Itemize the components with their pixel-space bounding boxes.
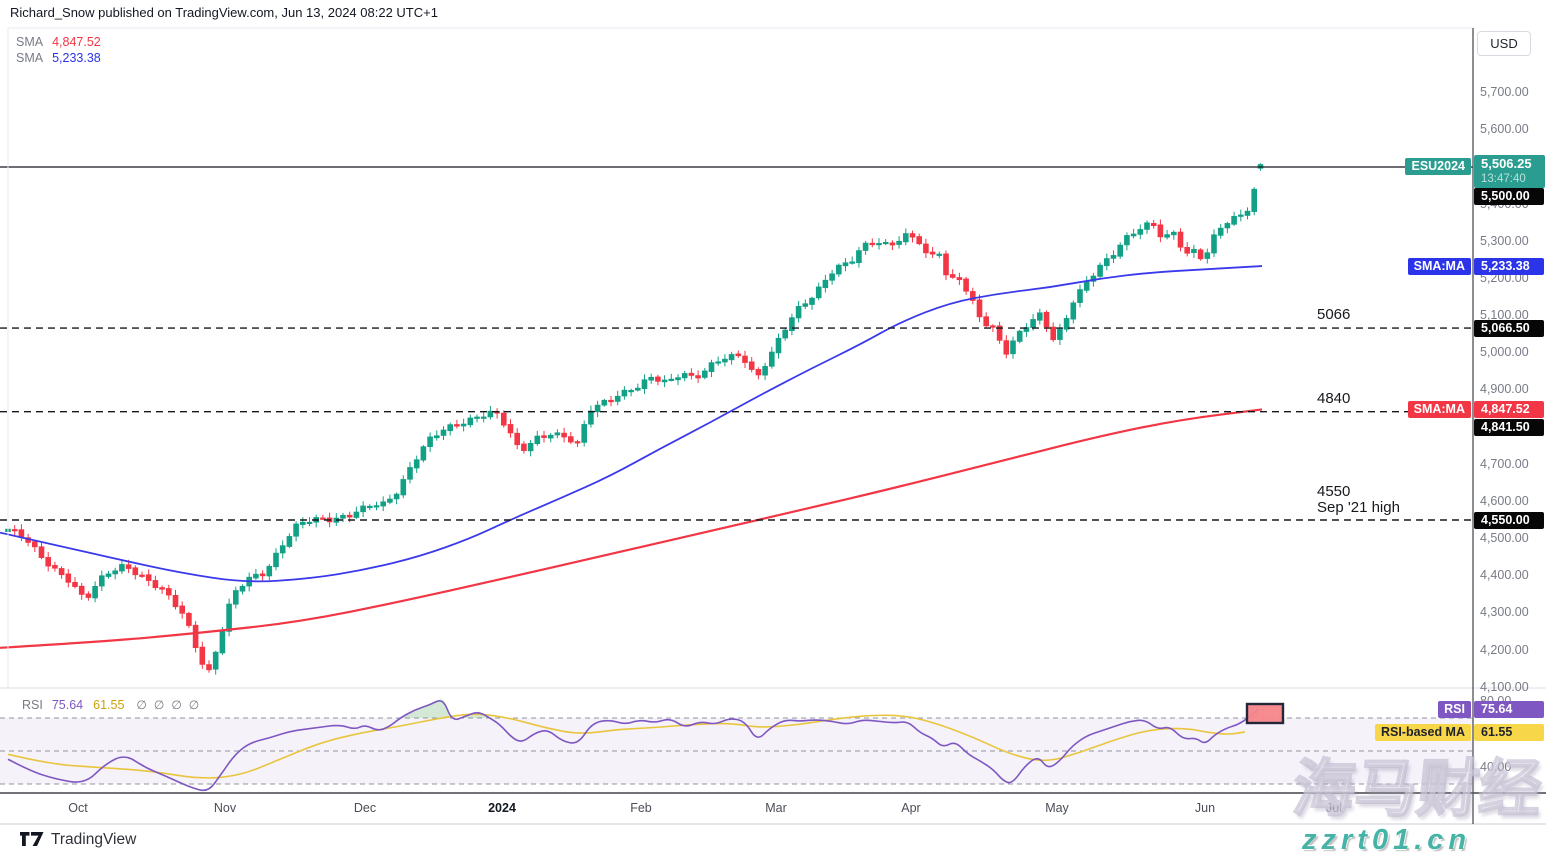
sma50-value: 5,233.38 bbox=[52, 51, 101, 65]
rsi-hidden-param-icon: ∅ bbox=[136, 698, 147, 712]
price-line-badge-5500: 5,500.00 bbox=[1474, 188, 1544, 205]
symbol-axis-label: ESU2024 bbox=[1405, 158, 1471, 175]
sma200-badge: 4,847.52 bbox=[1474, 401, 1544, 418]
price-axis-tick: 4,600.00 bbox=[1480, 493, 1529, 508]
price-axis-tick: 4,100.00 bbox=[1480, 679, 1529, 694]
watermark-url: zzrt01.cn bbox=[1302, 824, 1472, 856]
indicator-legend: SMA 4,847.52 SMA 5,233.38 bbox=[16, 34, 101, 66]
current-price: 5,506.25 bbox=[1481, 156, 1532, 171]
price-level-annotation[interactable]: 4550 bbox=[1317, 483, 1351, 500]
sma-200-line bbox=[0, 408, 1263, 649]
rsi-label: RSI bbox=[22, 698, 43, 712]
candlestick-layer-down bbox=[11, 219, 1204, 673]
rsi-hidden-params: ∅ ∅ ∅ ∅ bbox=[136, 698, 206, 712]
price-axis-tick: 4,700.00 bbox=[1480, 456, 1529, 471]
price-level-annotation-subtext: Sep '21 high bbox=[1317, 499, 1400, 516]
rsi-line bbox=[7, 699, 1260, 792]
sma50-badge: 5,233.38 bbox=[1474, 257, 1544, 275]
level-badge-4841: 4,841.50 bbox=[1474, 418, 1544, 436]
sma200-legend-row: SMA 4,847.52 bbox=[16, 34, 101, 50]
tradingview-brand-text: TradingView bbox=[51, 831, 137, 848]
price-axis-tick: 5,700.00 bbox=[1480, 85, 1529, 100]
rsi-ma-badge-label: RSI-based MA bbox=[1374, 723, 1471, 741]
price-axis-tick: 4,300.00 bbox=[1480, 605, 1529, 620]
countdown-timer: 13:47:40 bbox=[1481, 173, 1526, 185]
time-axis-month-label: Nov bbox=[213, 801, 237, 815]
price-axis-tick: 5,300.00 bbox=[1480, 233, 1529, 248]
rsi-legend: RSI 75.64 61.55 ∅ ∅ ∅ ∅ bbox=[22, 698, 206, 713]
rsi-overbought-fill bbox=[402, 698, 450, 718]
rsi-highlight-box[interactable] bbox=[1245, 702, 1285, 725]
level-badge-5066: 5,066.50 bbox=[1474, 319, 1544, 337]
time-axis-month-label: Mar bbox=[765, 801, 787, 815]
sma50-legend-row: SMA 5,233.38 bbox=[16, 50, 101, 66]
rsi-axis-tick: 40.00 bbox=[1480, 760, 1512, 774]
time-axis-month-label: Oct bbox=[68, 801, 88, 815]
level-badge-4550: 4,550.00 bbox=[1474, 511, 1544, 529]
publish-attribution: Richard_Snow published on TradingView.co… bbox=[10, 5, 438, 20]
rsi-value: 75.64 bbox=[51, 698, 84, 712]
time-axis-month-label: Dec bbox=[353, 801, 377, 815]
sma200-value: 4,847.52 bbox=[52, 35, 101, 49]
time-axis-month-label: Jul bbox=[1326, 801, 1342, 815]
rsi-ma-badge: 61.55 bbox=[1474, 723, 1544, 741]
sma50-badge-label: SMA:MA bbox=[1407, 257, 1471, 275]
rsi-hidden-param-icon: ∅ bbox=[153, 698, 165, 712]
symbol-price-badge: 5,506.25 13:47:40 bbox=[1474, 155, 1545, 188]
sma-label: SMA bbox=[16, 35, 44, 49]
time-axis-month-label: Feb bbox=[630, 801, 652, 815]
rsi-hidden-param-icon: ∅ bbox=[171, 698, 182, 712]
rsi-badge: 75.64 bbox=[1474, 700, 1544, 718]
sma-label: SMA bbox=[16, 51, 44, 65]
price-level-annotation[interactable]: 5066 bbox=[1317, 306, 1351, 324]
price-axis-tick: 5,100.00 bbox=[1480, 308, 1529, 323]
candlestick-layer-up bbox=[5, 163, 1264, 675]
time-axis-month-label: Jun bbox=[1194, 801, 1216, 815]
price-level-annotation[interactable]: 4840 bbox=[1317, 389, 1351, 407]
price-axis-tick: 5,000.00 bbox=[1480, 345, 1529, 360]
time-axis-month-label: May bbox=[1045, 801, 1069, 815]
price-axis-tick: 4,200.00 bbox=[1480, 642, 1529, 657]
rsi-hidden-param-icon: ∅ bbox=[188, 698, 200, 712]
sma200-badge-label: SMA:MA bbox=[1407, 401, 1471, 418]
price-axis-tick: 4,500.00 bbox=[1480, 531, 1529, 546]
time-axis-month-label: 2024 bbox=[488, 801, 516, 815]
price-axis-tick: 4,400.00 bbox=[1480, 568, 1529, 583]
tradingview-attribution[interactable]: TradingView bbox=[20, 831, 136, 849]
time-axis-month-label: Apr bbox=[901, 801, 921, 815]
watermark-cjk: 海马财经 bbox=[1289, 754, 1546, 825]
rsi-ma-value: 61.55 bbox=[93, 698, 125, 712]
price-axis-tick: 5,600.00 bbox=[1480, 122, 1529, 137]
tradingview-logo-icon bbox=[20, 832, 44, 846]
sma-50-line bbox=[0, 265, 1263, 583]
currency-toggle-button[interactable]: USD bbox=[1477, 31, 1531, 56]
price-axis-tick: 4,900.00 bbox=[1480, 382, 1529, 397]
rsi-badge-label: RSI bbox=[1438, 700, 1471, 718]
